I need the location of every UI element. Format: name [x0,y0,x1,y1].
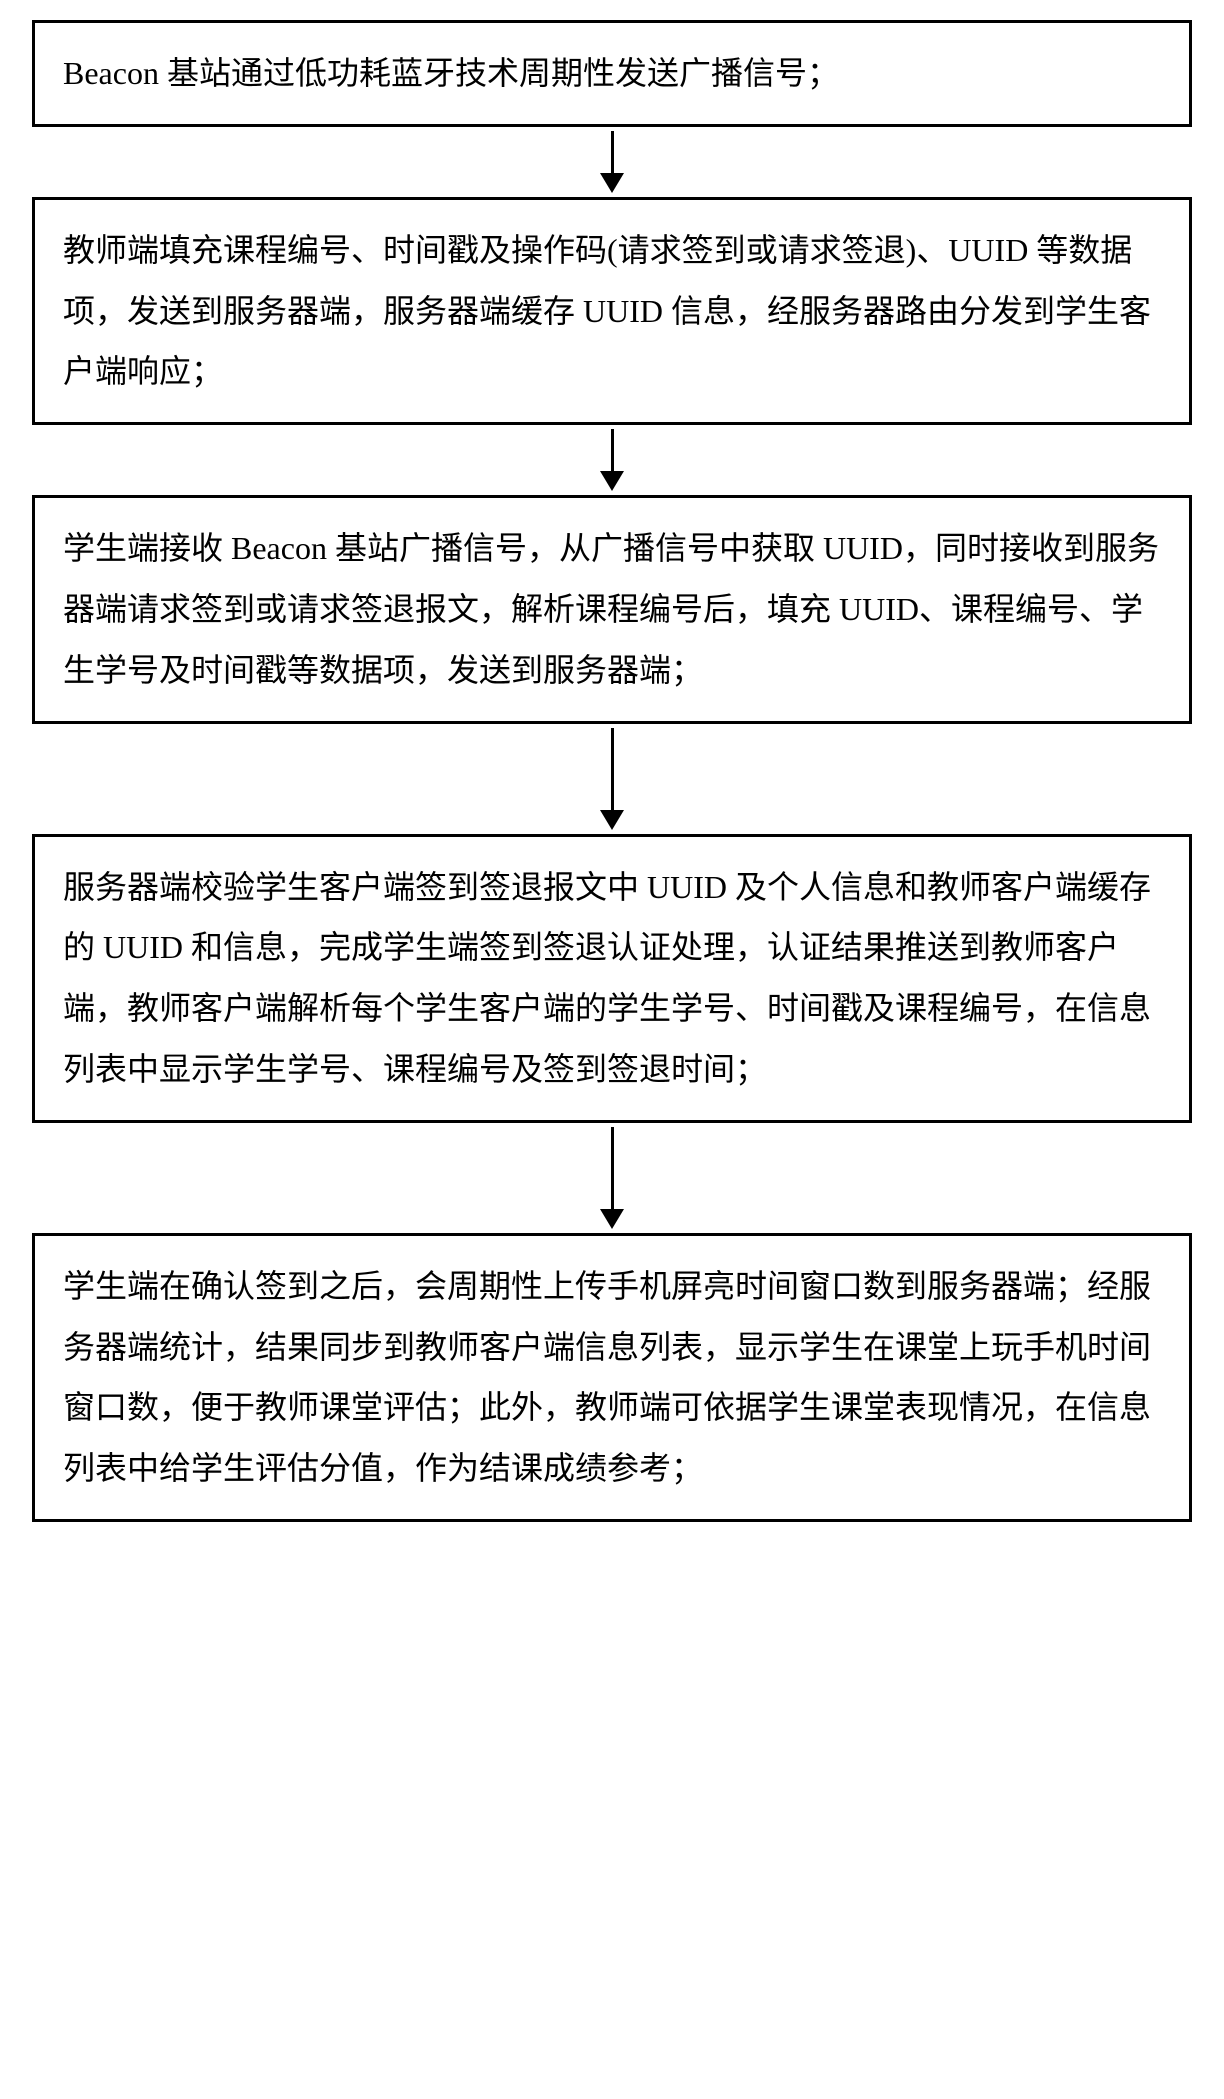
step-text: Beacon 基站通过低功耗蓝牙技术周期性发送广播信号； [63,55,839,91]
arrow-head-icon [600,810,624,830]
arrow-1-2 [600,127,624,197]
step-text: 学生端在确认签到之后，会周期性上传手机屏亮时间窗口数到服务器端；经服务器端统计，… [63,1268,1151,1486]
flowchart-step-1: Beacon 基站通过低功耗蓝牙技术周期性发送广播信号； [32,20,1192,127]
arrow-line [611,1127,614,1209]
arrow-head-icon [600,173,624,193]
arrow-4-5 [600,1123,624,1233]
step-text: 教师端填充课程编号、时间戳及操作码(请求签到或请求签退)、UUID 等数据项，发… [63,232,1151,390]
arrow-line [611,429,614,471]
flowchart-step-3: 学生端接收 Beacon 基站广播信号，从广播信号中获取 UUID，同时接收到服… [32,495,1192,723]
flowchart-step-2: 教师端填充课程编号、时间戳及操作码(请求签到或请求签退)、UUID 等数据项，发… [32,197,1192,425]
arrow-3-4 [600,724,624,834]
arrow-line [611,131,614,173]
arrow-2-3 [600,425,624,495]
flowchart-step-4: 服务器端校验学生客户端签到签退报文中 UUID 及个人信息和教师客户端缓存的 U… [32,834,1192,1123]
step-text: 学生端接收 Beacon 基站广播信号，从广播信号中获取 UUID，同时接收到服… [63,530,1159,688]
arrow-head-icon [600,471,624,491]
arrow-line [611,728,614,810]
step-text: 服务器端校验学生客户端签到签退报文中 UUID 及个人信息和教师客户端缓存的 U… [63,869,1151,1087]
flowchart-container: Beacon 基站通过低功耗蓝牙技术周期性发送广播信号； 教师端填充课程编号、时… [20,20,1204,1522]
flowchart-step-5: 学生端在确认签到之后，会周期性上传手机屏亮时间窗口数到服务器端；经服务器端统计，… [32,1233,1192,1522]
arrow-head-icon [600,1209,624,1229]
